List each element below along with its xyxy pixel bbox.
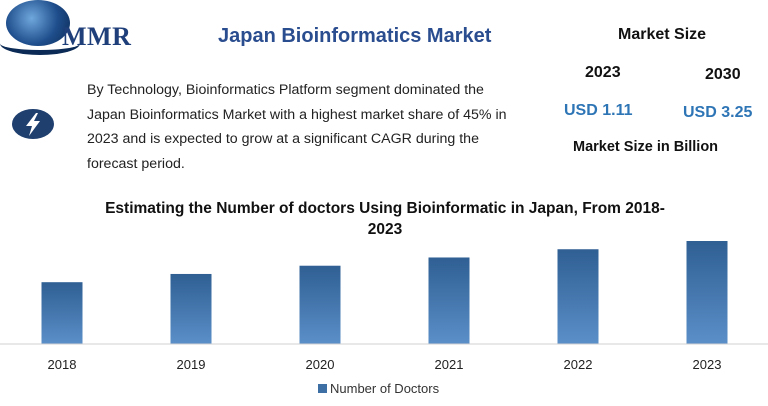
legend-swatch (318, 384, 327, 393)
year-2023-label: 2023 (585, 64, 621, 81)
logo-swoosh (0, 32, 80, 55)
market-size-2023-value: USD 1.11 (564, 102, 633, 119)
bar-2022 (557, 249, 599, 344)
logo-text: MMR (62, 22, 132, 51)
x-tick-label-2019: 2019 (177, 357, 206, 372)
page-title: Japan Bioinformatics Market (218, 25, 492, 47)
market-size-2030-value: USD 3.25 (683, 104, 753, 121)
x-tick-label-2018: 2018 (48, 357, 77, 372)
x-tick-label-2021: 2021 (435, 357, 464, 372)
bar-chart: 2018 2019 2020 2021 2022 2023 (0, 241, 768, 372)
bar-2019 (170, 273, 212, 344)
lightning-bolt-icon (12, 109, 54, 139)
bar-2018 (41, 282, 83, 344)
chart-legend: Number of Doctors (318, 381, 439, 396)
x-tick-label-2020: 2020 (306, 357, 335, 372)
bar-2021 (428, 257, 470, 344)
x-tick-label-2022: 2022 (564, 357, 593, 372)
bar-2020 (299, 265, 341, 344)
mmr-logo: MMR (0, 0, 150, 60)
bar-2023 (686, 241, 728, 344)
market-size-subtitle: Market Size in Billion (573, 139, 719, 155)
x-tick-label-2023: 2023 (693, 357, 722, 372)
market-size-title: Market Size (618, 26, 707, 43)
legend-label: Number of Doctors (330, 381, 440, 396)
summary-text: By Technology, Bioinformatics Platform s… (87, 82, 507, 172)
chart-title: Estimating the Number of doctors Using B… (105, 200, 665, 238)
year-2030-label: 2030 (705, 66, 741, 83)
